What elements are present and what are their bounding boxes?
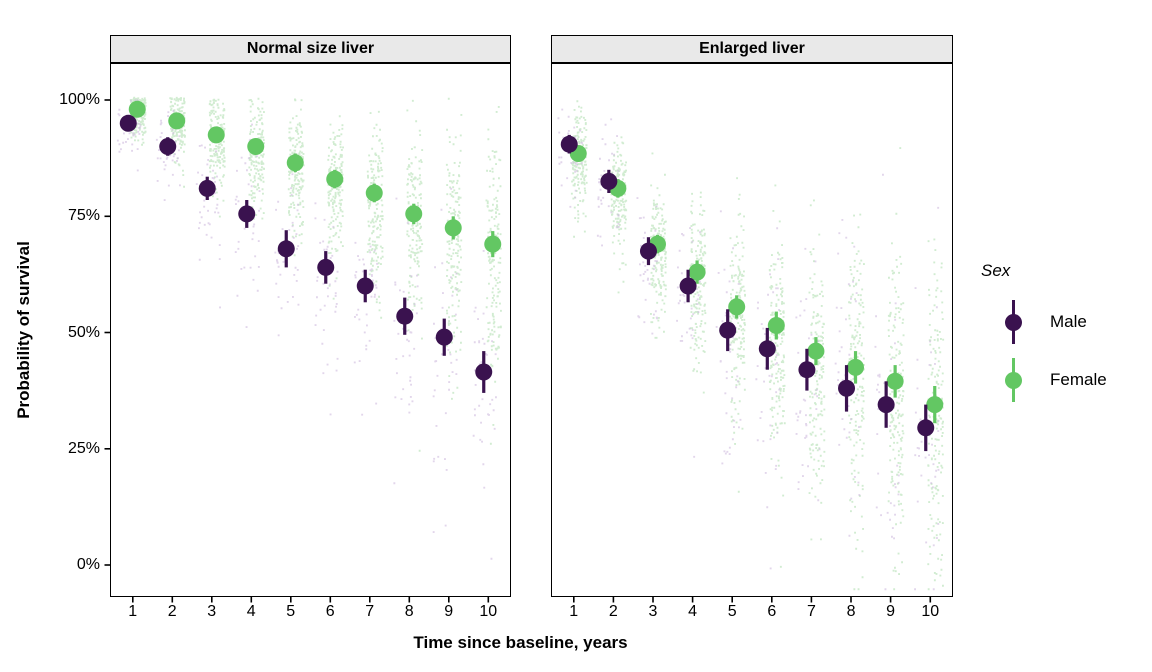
x-tick-label: 8	[404, 603, 414, 620]
facet-strip-enlarged-liver: Enlarged liver	[551, 35, 953, 63]
x-tick-label: 7	[806, 603, 816, 620]
legend-key-male-point	[1005, 314, 1022, 331]
x-axis-title: Time since baseline, years	[413, 633, 628, 652]
y-tick-label: 50%	[67, 323, 100, 341]
x-tick-label: 6	[325, 603, 335, 620]
panel-normal-size-liver	[110, 63, 511, 597]
x-tick-label: 1	[128, 603, 138, 620]
x-tick-label: 4	[246, 603, 256, 620]
x-tick-label: 2	[608, 603, 618, 620]
x-tick-label: 9	[886, 603, 896, 620]
facet-strip-label: Normal size liver	[246, 40, 375, 57]
legend-label-male: Male	[1050, 312, 1087, 331]
x-tick-label: 3	[207, 603, 217, 620]
x-tick-label: 10	[479, 603, 498, 620]
y-tick-label: 100%	[59, 91, 100, 108]
facet-strip-label: Enlarged liver	[699, 40, 805, 57]
x-tick-label: 6	[767, 603, 777, 620]
x-tick-label: 8	[846, 603, 856, 620]
panel-enlarged-liver	[551, 63, 953, 597]
x-tick-label: 7	[365, 603, 375, 620]
x-tick-label: 5	[727, 603, 737, 620]
facet-strip-normal-size-liver: Normal size liver	[110, 35, 511, 63]
x-tick-label: 4	[688, 603, 698, 620]
x-tick-label: 10	[921, 603, 940, 620]
y-tick-label: 25%	[67, 439, 100, 457]
x-tick-label: 1	[569, 603, 579, 620]
x-tick-label: 3	[648, 603, 658, 620]
x-tick-label: 5	[286, 603, 296, 620]
x-tick-label: 2	[167, 603, 177, 620]
y-tick-label: 75%	[67, 207, 100, 225]
legend-key-female-point	[1005, 372, 1022, 389]
legend-title: Sex	[981, 261, 1011, 280]
y-tick-label: 0%	[76, 556, 100, 573]
x-tick-label: 9	[444, 603, 454, 620]
legend-label-female: Female	[1050, 370, 1107, 389]
